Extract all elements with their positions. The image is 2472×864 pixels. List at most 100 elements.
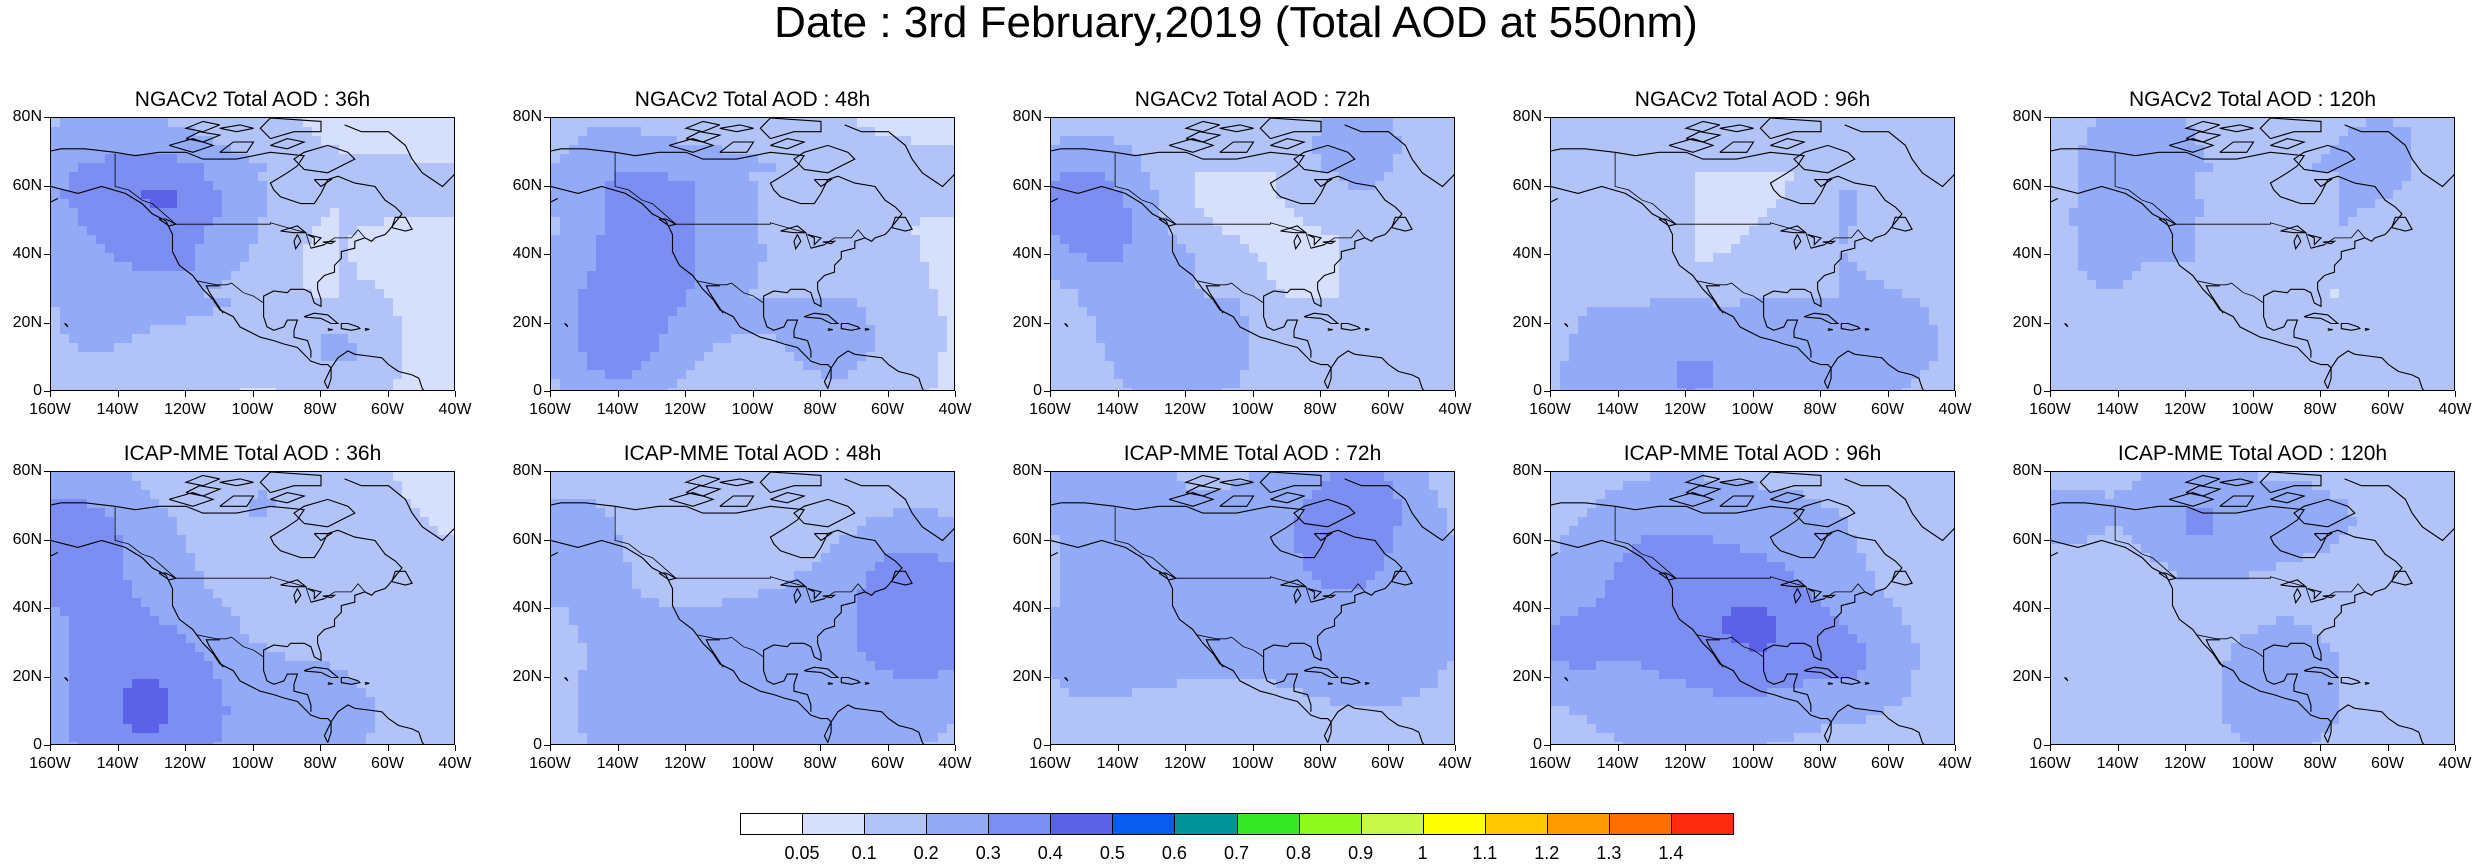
latitude-label: 60N (1500, 531, 1542, 549)
longitude-label: 60W (1358, 401, 1418, 419)
longitude-label: 120W (155, 401, 215, 419)
longitude-label: 80W (2290, 401, 2350, 419)
longitude-tick (2118, 391, 2119, 397)
latitude-tick (2044, 608, 2050, 609)
longitude-label: 100W (1223, 755, 1283, 773)
colorbar-swatch (988, 813, 1051, 835)
longitude-tick (1320, 391, 1321, 397)
panel-title: NGACv2 Total AOD : 48h (513, 88, 993, 112)
longitude-label: 160W (2020, 755, 2080, 773)
longitude-tick (820, 391, 821, 397)
colorbar-swatch (1361, 813, 1424, 835)
latitude-tick (544, 540, 550, 541)
longitude-tick (388, 745, 389, 751)
longitude-tick (955, 391, 956, 397)
latitude-tick (2044, 117, 2050, 118)
longitude-label: 140W (1088, 755, 1148, 773)
longitude-label: 60W (358, 401, 418, 419)
longitude-tick (1820, 391, 1821, 397)
longitude-tick (1753, 391, 1754, 397)
latitude-tick (544, 677, 550, 678)
longitude-tick (2320, 745, 2321, 751)
longitude-tick (1185, 745, 1186, 751)
longitude-tick (118, 391, 119, 397)
longitude-label: 80W (290, 755, 350, 773)
longitude-label: 60W (358, 755, 418, 773)
longitude-label: 40W (925, 755, 985, 773)
panel-title: NGACv2 Total AOD : 36h (13, 88, 493, 112)
latitude-label: 60N (2000, 177, 2042, 195)
longitude-label: 40W (1425, 401, 1485, 419)
longitude-label: 120W (1655, 755, 1715, 773)
latitude-label: 0 (1000, 736, 1042, 754)
latitude-label: 0 (0, 382, 42, 400)
longitude-label: 140W (588, 755, 648, 773)
longitude-tick (618, 391, 619, 397)
longitude-label: 160W (520, 401, 580, 419)
longitude-label: 160W (1520, 401, 1580, 419)
colorbar-swatch (740, 813, 803, 835)
colorbar-label: 0.1 (839, 843, 889, 864)
latitude-label: 80N (1500, 108, 1542, 126)
latitude-label: 80N (0, 108, 42, 126)
latitude-tick (44, 677, 50, 678)
latitude-label: 40N (500, 245, 542, 263)
longitude-label: 160W (1020, 755, 1080, 773)
longitude-tick (388, 391, 389, 397)
aod-field (2051, 118, 2455, 391)
longitude-tick (2388, 745, 2389, 751)
longitude-label: 160W (520, 755, 580, 773)
longitude-tick (1753, 745, 1754, 751)
longitude-label: 160W (20, 401, 80, 419)
longitude-label: 120W (1155, 401, 1215, 419)
aod-field (551, 472, 955, 745)
longitude-label: 80W (1290, 755, 1350, 773)
latitude-tick (44, 117, 50, 118)
latitude-label: 80N (2000, 108, 2042, 126)
latitude-label: 60N (0, 177, 42, 195)
latitude-label: 0 (1500, 736, 1542, 754)
latitude-label: 20N (500, 314, 542, 332)
latitude-tick (44, 471, 50, 472)
longitude-tick (2455, 745, 2456, 751)
latitude-label: 20N (0, 668, 42, 686)
longitude-tick (685, 745, 686, 751)
longitude-label: 100W (723, 755, 783, 773)
aod-field (1551, 472, 1955, 745)
longitude-label: 40W (1925, 755, 1985, 773)
colorbar-label: 0.4 (1025, 843, 1075, 864)
longitude-label: 60W (1358, 755, 1418, 773)
longitude-label: 80W (1790, 401, 1850, 419)
latitude-tick (1544, 471, 1550, 472)
longitude-label: 40W (2425, 401, 2472, 419)
latitude-tick (2044, 540, 2050, 541)
longitude-tick (2050, 391, 2051, 397)
map-plot-area (50, 471, 455, 745)
colorbar-swatch (1609, 813, 1672, 835)
latitude-tick (2044, 471, 2050, 472)
colorbar-swatch (1237, 813, 1300, 835)
longitude-label: 140W (588, 401, 648, 419)
panel-title: NGACv2 Total AOD : 72h (1013, 88, 1493, 112)
latitude-label: 20N (1000, 314, 1042, 332)
longitude-label: 100W (2223, 401, 2283, 419)
latitude-tick (1544, 677, 1550, 678)
longitude-tick (185, 745, 186, 751)
latitude-tick (44, 540, 50, 541)
colorbar-swatch (864, 813, 927, 835)
latitude-tick (544, 186, 550, 187)
latitude-tick (544, 471, 550, 472)
latitude-label: 80N (0, 462, 42, 480)
longitude-tick (1118, 391, 1119, 397)
colorbar-label: 0.8 (1274, 843, 1324, 864)
latitude-label: 20N (2000, 314, 2042, 332)
longitude-label: 140W (1588, 401, 1648, 419)
latitude-label: 20N (500, 668, 542, 686)
longitude-label: 40W (425, 755, 485, 773)
latitude-label: 20N (0, 314, 42, 332)
latitude-tick (2044, 254, 2050, 255)
